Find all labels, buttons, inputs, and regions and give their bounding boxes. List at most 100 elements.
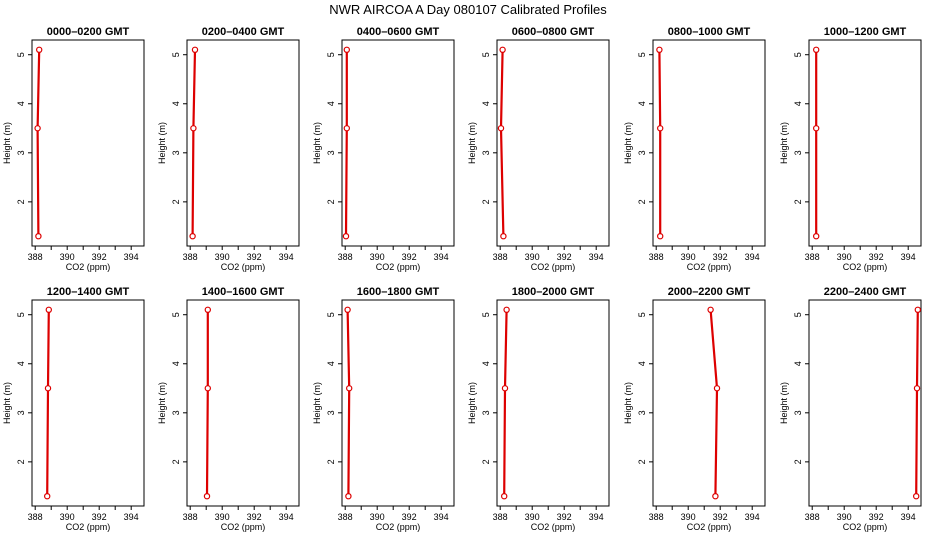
y-tick-label: 5 — [637, 312, 647, 317]
chart-panel: 1400–1600 GMT 388 390 392 394 2 3 4 5 CO2 (ppm) He… — [157, 286, 300, 532]
x-tick-label: 390 — [525, 252, 540, 262]
profile-point — [190, 125, 197, 132]
x-axis-label: CO2 (ppm) — [843, 262, 888, 272]
plot-frame — [652, 299, 766, 507]
plot-frame — [496, 39, 610, 247]
panel-title: 1000–1200 GMT — [824, 26, 907, 38]
chart-panel: 0000–0200 GMT 388 390 392 394 2 3 4 5 CO2 (ppm) He… — [2, 26, 145, 272]
x-tick-label: 388 — [649, 512, 664, 522]
profile-line — [346, 309, 351, 497]
profile-point — [813, 46, 820, 54]
profile-point — [503, 306, 510, 314]
chart-panel: 1800–2000 GMT 388 390 392 394 2 3 4 5 CO2 (ppm) He… — [467, 286, 610, 532]
x-tick-label: 394 — [745, 512, 760, 522]
panel-title: 0800–1000 GMT — [668, 26, 751, 38]
profile-point — [813, 125, 820, 132]
y-tick-label: 2 — [171, 199, 181, 204]
profile-line — [46, 309, 50, 497]
plot-frame — [186, 299, 300, 507]
panel-title: 0200–0400 GMT — [202, 26, 285, 38]
plot-frame — [341, 39, 455, 247]
y-tick-label: 4 — [326, 101, 336, 106]
y-tick-label: 5 — [171, 52, 181, 57]
panel-title: 1600–1800 GMT — [357, 286, 440, 298]
x-tick-label: 388 — [28, 252, 43, 262]
y-tick-label: 2 — [793, 199, 803, 204]
x-tick-label: 394 — [279, 252, 294, 262]
x-tick-label: 394 — [589, 252, 604, 262]
x-tick-label: 392 — [92, 252, 107, 262]
x-tick-label: 392 — [869, 512, 884, 522]
y-axis-label: Height (m) — [2, 122, 12, 164]
y-tick-label: 4 — [637, 101, 647, 106]
profile-point — [914, 306, 922, 314]
panel-title: 1400–1600 GMT — [202, 286, 285, 298]
y-tick-label: 2 — [637, 199, 647, 204]
profile-point — [707, 306, 714, 314]
page-title: NWR AIRCOA A Day 080107 Calibrated Profi… — [329, 2, 607, 17]
profile-line — [503, 309, 508, 497]
x-tick-label: 392 — [92, 512, 107, 522]
y-tick-label: 4 — [16, 101, 26, 106]
chart-panel: 2000–2200 GMT 388 390 392 394 2 3 4 5 CO2 (ppm) He… — [623, 286, 766, 532]
y-tick-label: 2 — [481, 459, 491, 464]
y-tick-label: 4 — [171, 101, 181, 106]
chart-panel: 0400–0600 GMT 388 390 392 394 2 3 4 5 CO2 (ppm) He… — [312, 26, 455, 272]
panel-title: 0000–0200 GMT — [47, 26, 130, 38]
y-tick-label: 2 — [16, 199, 26, 204]
profile-point — [500, 232, 507, 240]
x-tick-label: 390 — [681, 512, 696, 522]
y-tick-label: 4 — [793, 101, 803, 106]
profile-point — [203, 492, 211, 500]
profile-point — [45, 306, 53, 314]
x-tick-label: 392 — [557, 252, 572, 262]
y-tick-label: 2 — [793, 459, 803, 464]
plot-frame — [31, 299, 145, 507]
y-tick-label: 5 — [326, 52, 336, 57]
y-axis-label: Height (m) — [467, 382, 477, 424]
x-axis-label: CO2 (ppm) — [66, 262, 111, 272]
profile-line — [499, 49, 505, 237]
y-tick-label: 5 — [481, 312, 491, 317]
chart-panel: 0600–0800 GMT 388 390 392 394 2 3 4 5 CO2 (ppm) He… — [467, 26, 610, 272]
y-tick-label: 3 — [326, 410, 336, 415]
profile-point — [34, 125, 41, 132]
chart-panel: 1000–1200 GMT 388 390 392 394 2 3 4 5 CO2 (ppm) He… — [779, 26, 922, 272]
plot-frame — [652, 39, 766, 247]
y-tick-label: 3 — [793, 410, 803, 415]
x-tick-label: 388 — [805, 252, 820, 262]
profile-line — [36, 49, 41, 237]
chart-panel: 1600–1800 GMT 388 390 392 394 2 3 4 5 CO2 (ppm) He… — [312, 286, 455, 532]
x-tick-label: 388 — [493, 252, 508, 262]
x-tick-label: 388 — [338, 252, 353, 262]
y-axis-label: Height (m) — [312, 122, 322, 164]
profile-point — [342, 232, 350, 240]
x-tick-label: 394 — [901, 252, 916, 262]
profile-point — [204, 306, 211, 314]
profile-point — [189, 232, 196, 240]
plot-frame — [31, 39, 145, 247]
x-tick-label: 388 — [183, 252, 198, 262]
profile-point — [344, 306, 351, 314]
y-tick-label: 4 — [171, 361, 181, 366]
y-tick-label: 2 — [481, 199, 491, 204]
profile-point — [656, 46, 663, 54]
profile-point — [813, 232, 820, 240]
x-tick-label: 394 — [589, 512, 604, 522]
y-tick-label: 3 — [793, 150, 803, 155]
y-axis-label: Height (m) — [157, 382, 167, 424]
y-axis-label: Height (m) — [779, 382, 789, 424]
x-tick-label: 388 — [28, 512, 43, 522]
x-axis-label: CO2 (ppm) — [687, 522, 732, 532]
y-axis-label: Height (m) — [623, 382, 633, 424]
y-tick-label: 3 — [481, 410, 491, 415]
y-tick-label: 3 — [637, 410, 647, 415]
y-axis-label: Height (m) — [623, 122, 633, 164]
profile-point — [346, 385, 353, 392]
plot-frame — [808, 39, 922, 247]
chart-panel: 0200–0400 GMT 388 390 392 394 2 3 4 5 CO2 (ppm) He… — [157, 26, 300, 272]
x-tick-label: 394 — [745, 252, 760, 262]
plot-frame — [496, 299, 610, 507]
y-tick-label: 5 — [793, 312, 803, 317]
